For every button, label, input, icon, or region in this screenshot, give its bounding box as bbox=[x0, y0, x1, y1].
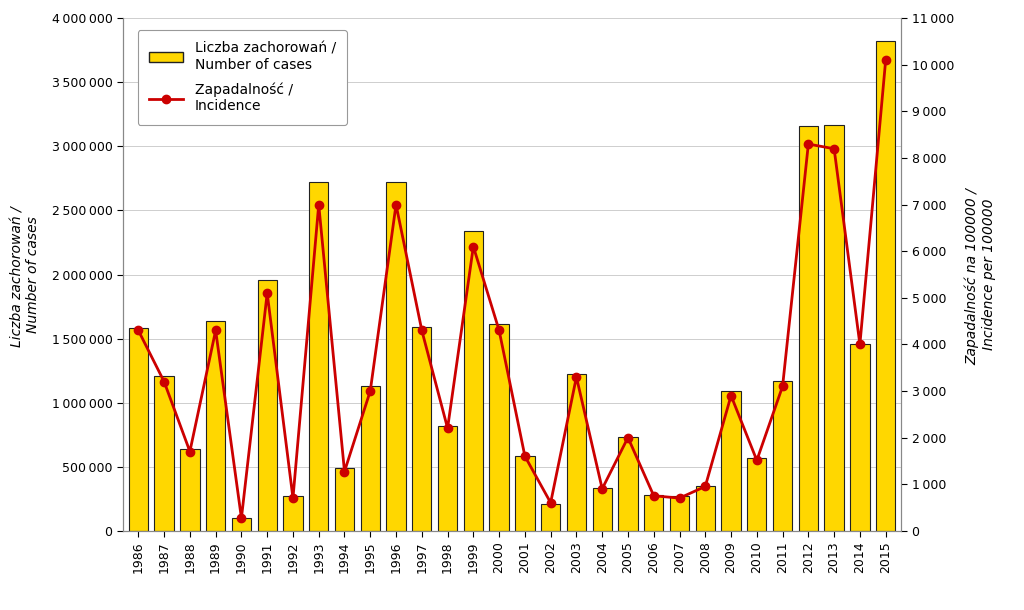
Bar bbox=[799, 126, 818, 531]
Bar bbox=[670, 496, 689, 531]
Bar bbox=[644, 495, 664, 531]
Y-axis label: Zapadalność na 100000 / 
Incidence per 100000: Zapadalność na 100000 / Incidence per 10… bbox=[965, 184, 995, 365]
Bar bbox=[566, 375, 586, 531]
Zapadalność /
Incidence bbox=[365, 387, 377, 395]
Zapadalność /
Incidence bbox=[751, 457, 763, 464]
Y-axis label: Liczba zachorowań / 
Number of cases: Liczba zachorowań / Number of cases bbox=[10, 202, 41, 347]
Bar bbox=[180, 449, 200, 531]
Zapadalność /
Incidence bbox=[416, 327, 428, 334]
Bar bbox=[386, 182, 406, 531]
Zapadalność /
Incidence bbox=[880, 57, 892, 64]
Bar bbox=[489, 325, 509, 531]
Zapadalność /
Incidence bbox=[545, 499, 557, 506]
Zapadalność /
Incidence bbox=[596, 485, 608, 492]
Bar bbox=[284, 496, 303, 531]
Zapadalność /
Incidence bbox=[183, 448, 196, 455]
Zapadalność /
Incidence bbox=[158, 378, 170, 386]
Zapadalność /
Incidence bbox=[287, 495, 299, 502]
Bar bbox=[618, 437, 638, 531]
Zapadalność /
Incidence bbox=[622, 434, 634, 441]
Bar bbox=[850, 343, 869, 531]
Bar bbox=[748, 458, 767, 531]
Bar bbox=[309, 182, 329, 531]
Line: Zapadalność /
Incidence: Zapadalność / Incidence bbox=[134, 56, 890, 522]
Bar bbox=[335, 468, 354, 531]
Zapadalność /
Incidence bbox=[647, 492, 659, 500]
Zapadalność /
Incidence bbox=[854, 341, 866, 348]
Bar bbox=[515, 456, 535, 531]
Zapadalność /
Incidence bbox=[725, 392, 737, 400]
Zapadalność /
Incidence bbox=[570, 373, 583, 381]
Zapadalność /
Incidence bbox=[519, 453, 531, 460]
Bar bbox=[438, 426, 458, 531]
Zapadalność /
Incidence bbox=[441, 425, 454, 432]
Zapadalność /
Incidence bbox=[699, 483, 712, 490]
Zapadalność /
Incidence bbox=[467, 243, 479, 250]
Bar bbox=[773, 381, 793, 531]
Bar bbox=[464, 231, 483, 531]
Zapadalność /
Incidence bbox=[236, 514, 248, 522]
Bar bbox=[541, 504, 560, 531]
Bar bbox=[876, 41, 895, 531]
Zapadalność /
Incidence bbox=[390, 201, 402, 208]
Zapadalność /
Incidence bbox=[828, 145, 841, 152]
Bar bbox=[824, 124, 844, 531]
Bar bbox=[695, 486, 715, 531]
Bar bbox=[721, 391, 740, 531]
Bar bbox=[593, 489, 612, 531]
Zapadalność /
Incidence bbox=[338, 468, 350, 475]
Bar bbox=[257, 279, 276, 531]
Zapadalność /
Incidence bbox=[210, 327, 222, 334]
Zapadalność /
Incidence bbox=[132, 327, 144, 334]
Bar bbox=[360, 386, 380, 531]
Zapadalność /
Incidence bbox=[261, 290, 273, 297]
Bar bbox=[155, 376, 174, 531]
Zapadalność /
Incidence bbox=[674, 495, 686, 502]
Zapadalność /
Incidence bbox=[312, 201, 325, 208]
Bar bbox=[129, 328, 148, 531]
Bar bbox=[231, 518, 251, 531]
Zapadalność /
Incidence bbox=[776, 382, 788, 390]
Bar bbox=[206, 321, 225, 531]
Zapadalność /
Incidence bbox=[493, 327, 505, 334]
Legend: Liczba zachorowań /
Number of cases, Zapadalność /
Incidence: Liczba zachorowań / Number of cases, Zap… bbox=[137, 30, 347, 124]
Bar bbox=[412, 327, 431, 531]
Zapadalność /
Incidence bbox=[802, 140, 814, 148]
